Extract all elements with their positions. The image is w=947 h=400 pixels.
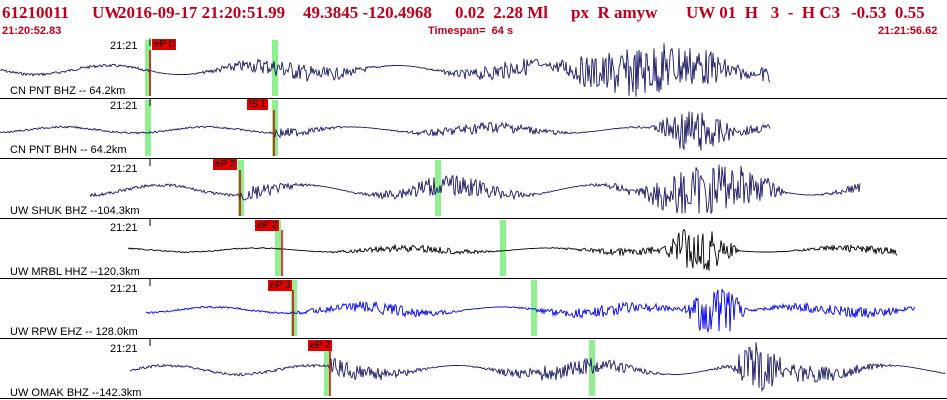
station-label: CN PNT BHZ -- 64.2km	[10, 85, 126, 97]
station-label: UW OMAK BHZ --142.3km	[10, 387, 142, 399]
seismic-waveform	[0, 43, 771, 97]
end-time: 21:21:56.62	[878, 25, 938, 37]
trace-time-tick: 21:21	[110, 283, 138, 295]
network-code: UW	[92, 3, 122, 22]
trace-time-tick: 21:21	[110, 343, 138, 355]
event-review: UW 01 H 3 - H C3	[686, 3, 841, 22]
timespan: Timespan= 64 s	[428, 25, 514, 37]
time-window-marker	[145, 40, 151, 96]
time-window-marker	[272, 100, 278, 156]
trace-time-tick: 21:21	[110, 40, 138, 52]
seismic-waveform	[127, 228, 898, 271]
station-label: CN PNT BHN -- 64.2km	[10, 144, 127, 156]
time-window-marker	[238, 160, 244, 216]
station-label: UW SHUK BHZ --104.3km	[10, 205, 140, 217]
phase-pick-label[interactable]: eP 2	[308, 340, 333, 351]
event-extra: -0.53 0.55	[851, 3, 925, 22]
seismic-waveform	[0, 111, 771, 151]
trace-time-tick: 21:21	[110, 222, 138, 234]
station-label: UW RPW EHZ -- 128.0km	[10, 326, 138, 338]
phase-pick-label[interactable]: eP 0	[152, 39, 177, 50]
station-label: UW MRBL HHZ --120.3km	[10, 266, 140, 278]
phase-pick-label[interactable]: eP 2	[213, 159, 238, 170]
event-depth-magnitude: 0.02 2.28 Ml	[455, 3, 549, 22]
time-window-marker	[291, 280, 297, 336]
event-latlon: 49.3845 -120.4968	[303, 3, 432, 22]
phase-pick-label[interactable]: iS 1	[247, 99, 269, 110]
trace-time-tick: 21:21	[110, 163, 138, 175]
time-window-marker	[500, 220, 506, 276]
event-datetime: 2016-09-17 21:20:51.99	[118, 3, 286, 22]
seismogram-panel[interactable]: 21:21 CN PNT BHZ -- 64.2km eP 0 21:21 CN…	[0, 38, 947, 400]
start-time: 21:20:52.83	[2, 25, 62, 37]
phase-pick-label[interactable]: eP 3	[268, 280, 293, 291]
trace-time-tick: 21:21	[110, 100, 138, 112]
time-window-marker	[531, 280, 537, 336]
time-window-marker	[435, 160, 441, 216]
phase-pick-label[interactable]: eP 2	[255, 220, 280, 231]
seismic-waveform	[129, 342, 946, 393]
seismic-waveform	[145, 288, 916, 334]
seismogram-canvas[interactable]	[0, 38, 947, 400]
event-flags: px R amyw	[571, 3, 658, 22]
time-window-marker	[324, 340, 330, 396]
event-id: 61210011	[2, 3, 70, 22]
event-header: 61210011 UW 2016-09-17 21:20:51.99 49.38…	[0, 0, 947, 38]
time-window-marker	[145, 100, 151, 156]
seismic-waveform	[89, 164, 861, 215]
